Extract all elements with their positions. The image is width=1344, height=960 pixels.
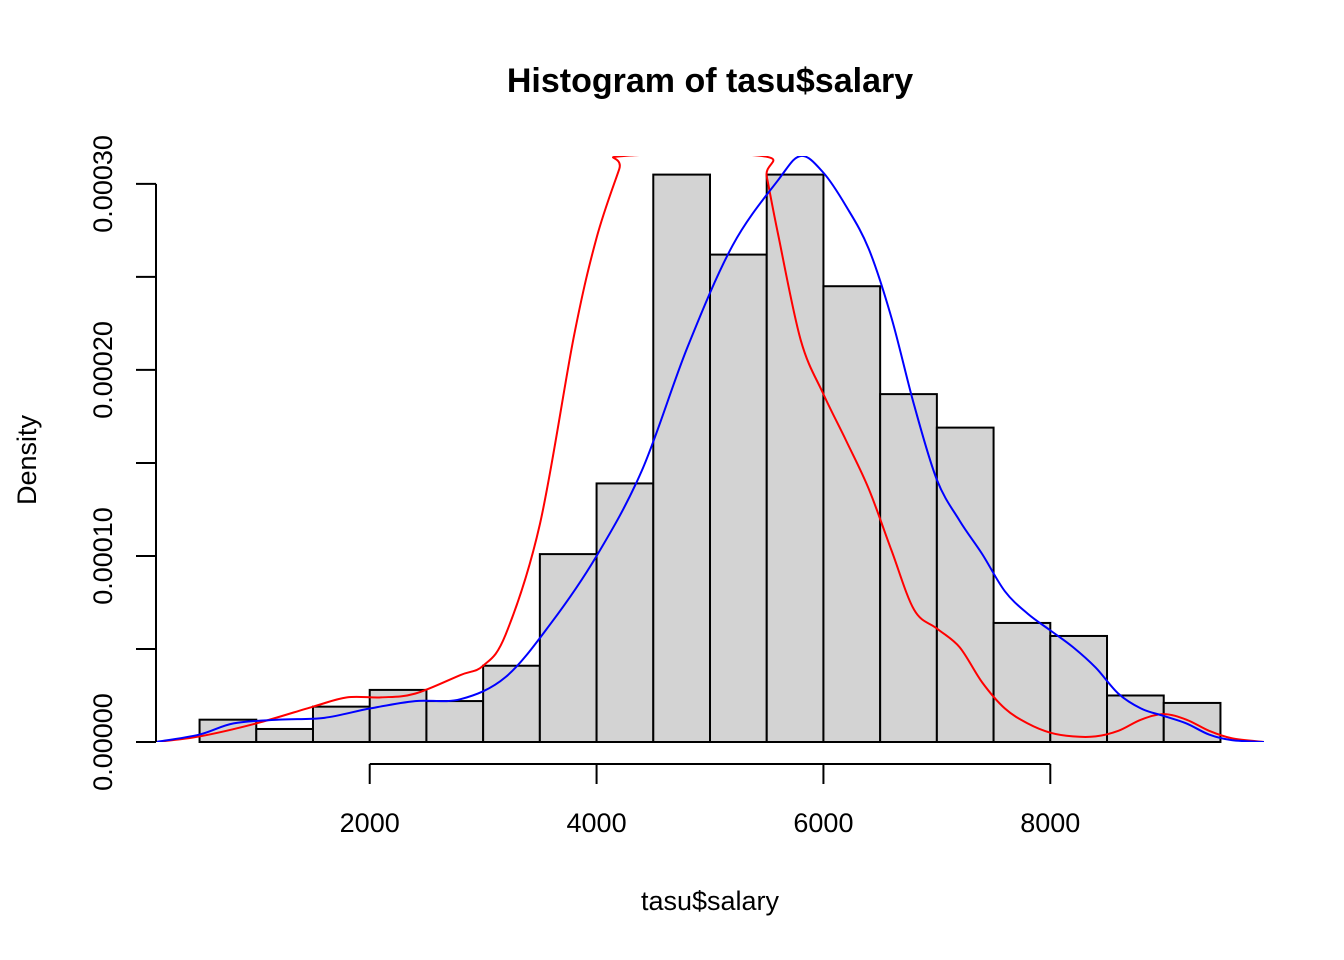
x-tick-label-1: 2000 (340, 808, 400, 838)
histogram-bar-2 (255, 727, 314, 743)
histogram-bars (198, 173, 1222, 744)
histogram-bar-6 (482, 664, 541, 743)
histogram-bar-10 (709, 253, 768, 743)
x-tick-label-2: 4000 (567, 808, 627, 838)
histogram-bar-13 (879, 393, 938, 743)
histogram-bar-8 (595, 482, 655, 743)
y-tick-label-7: 0.00030 (88, 135, 118, 233)
x-tick-label-3: 6000 (793, 808, 853, 838)
histogram-bar-11 (765, 173, 825, 744)
y-tick-label-3: 0.00010 (88, 507, 118, 605)
histogram-bar-4 (368, 688, 428, 743)
histogram-bar-16 (1049, 634, 1109, 744)
histogram-bar-3 (311, 705, 371, 744)
x-tick-label-4: 8000 (1020, 808, 1080, 838)
y-axis: 0.00000 0.00010 0.00020 0.00030 (88, 135, 157, 791)
histogram-bar-9 (652, 173, 712, 744)
y-tick-label-5: 0.00020 (88, 321, 118, 419)
chart-title: Histogram of tasu$salary (507, 62, 913, 100)
histogram-bar-17 (1106, 694, 1165, 743)
y-axis-label: Density (12, 414, 42, 505)
histogram-bar-12 (822, 285, 882, 743)
density-line-2 (156, 156, 1264, 742)
density-line-1 (156, 156, 1264, 742)
x-axis: 2000 4000 6000 8000 (340, 763, 1080, 838)
density-lines (156, 156, 1264, 742)
histogram-bar-14 (935, 426, 995, 743)
y-tick-label-1: 0.00000 (88, 693, 118, 791)
histogram-bar-5 (425, 700, 485, 744)
histogram-bar-15 (992, 621, 1052, 743)
x-axis-label: tasu$salary (641, 886, 780, 916)
histogram-bar-7 (538, 553, 598, 743)
